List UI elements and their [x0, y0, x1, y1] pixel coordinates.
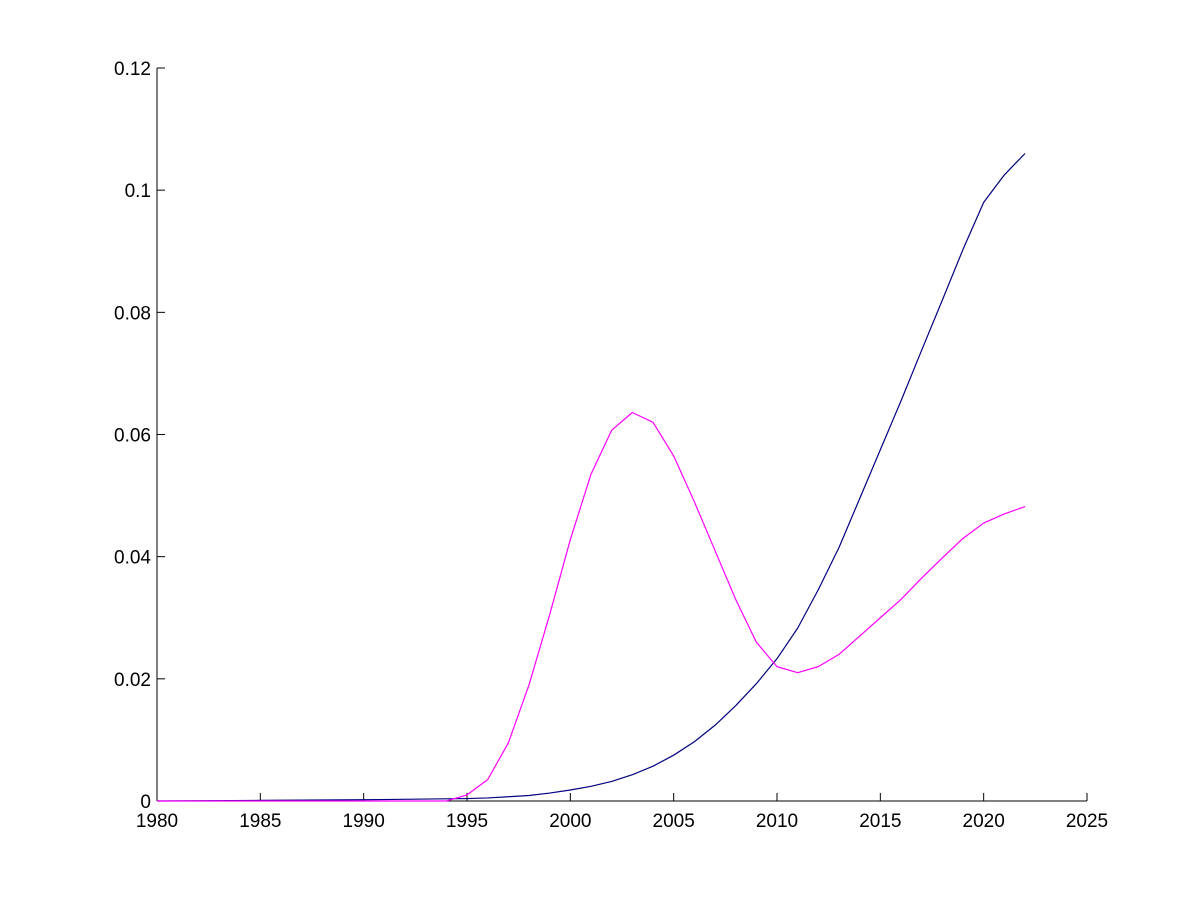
data-point [962, 538, 963, 539]
y-tick-label: 0.12 [114, 59, 151, 80]
data-point [260, 800, 261, 801]
y-tick-label: 0.08 [114, 303, 151, 324]
data-point [611, 430, 612, 431]
data-point [818, 589, 819, 590]
data-point [673, 755, 674, 756]
data-point [694, 501, 695, 502]
data-point [756, 683, 757, 684]
data-point [528, 684, 529, 685]
data-point [508, 796, 509, 797]
series-line [156, 153, 1026, 802]
data-point [1004, 174, 1005, 175]
data-point [900, 599, 901, 600]
tick-labels: 1980 1985 1990 1995 2000 2005 2010 2015 2020 2025… [114, 59, 1108, 832]
x-tick-label: 2010 [756, 811, 798, 832]
x-tick-label: 1990 [343, 811, 385, 832]
data-point [549, 792, 550, 793]
data-point [570, 789, 571, 790]
x-tick-label: 2005 [653, 811, 695, 832]
data-point [652, 766, 653, 767]
data-point [983, 522, 984, 523]
data-point [632, 412, 633, 413]
data-point [590, 786, 591, 787]
plot-area [156, 153, 1026, 802]
data-point [590, 474, 591, 475]
data-point [487, 797, 488, 798]
axes [156, 67, 1088, 802]
data-point [549, 614, 550, 615]
data-point [859, 498, 860, 499]
data-point [818, 666, 819, 667]
data-point [921, 350, 922, 351]
data-point [446, 800, 447, 801]
data-point [363, 800, 364, 801]
x-tick-label: 1995 [446, 811, 488, 832]
data-point [797, 672, 798, 673]
data-point [363, 799, 364, 800]
data-point [859, 635, 860, 636]
data-point [508, 742, 509, 743]
data-point [673, 455, 674, 456]
data-point [694, 741, 695, 742]
data-point [1004, 513, 1005, 514]
data-point [756, 642, 757, 643]
data-point [570, 539, 571, 540]
data-point [880, 617, 881, 618]
data-point [942, 300, 943, 301]
y-tick-label: 0.06 [114, 426, 151, 447]
x-tick-label: 1985 [239, 811, 281, 832]
data-point [962, 249, 963, 250]
series-2 [156, 411, 1026, 802]
y-tick-label: 0.04 [114, 548, 151, 569]
data-point [466, 794, 467, 795]
data-point [900, 400, 901, 401]
data-point [466, 798, 467, 799]
data-point [797, 628, 798, 629]
y-tick-label: 0 [140, 792, 151, 813]
data-point [1024, 153, 1025, 154]
data-point [776, 658, 777, 659]
x-tick-label: 2020 [963, 811, 1005, 832]
data-point [735, 599, 736, 600]
data-point [921, 577, 922, 578]
data-point [528, 795, 529, 796]
data-point [714, 550, 715, 551]
data-point [880, 449, 881, 450]
x-tick-label: 1980 [136, 811, 178, 832]
data-point [652, 422, 653, 423]
series-1 [156, 153, 1026, 802]
y-tick-label: 0.1 [125, 181, 151, 202]
data-point [838, 654, 839, 655]
data-point [714, 725, 715, 726]
data-point [735, 705, 736, 706]
data-point [983, 202, 984, 203]
data-point [487, 779, 488, 780]
data-point [632, 774, 633, 775]
data-point [942, 557, 943, 558]
data-point [776, 666, 777, 667]
x-tick-label: 2025 [1066, 811, 1108, 832]
series-line [157, 411, 1026, 802]
data-point [838, 547, 839, 548]
y-tick-label: 0.02 [114, 670, 151, 691]
data-point [611, 781, 612, 782]
x-tick-label: 2015 [859, 811, 901, 832]
data-point [1024, 506, 1025, 507]
x-tick-label: 2000 [549, 811, 591, 832]
data-point [156, 800, 157, 801]
